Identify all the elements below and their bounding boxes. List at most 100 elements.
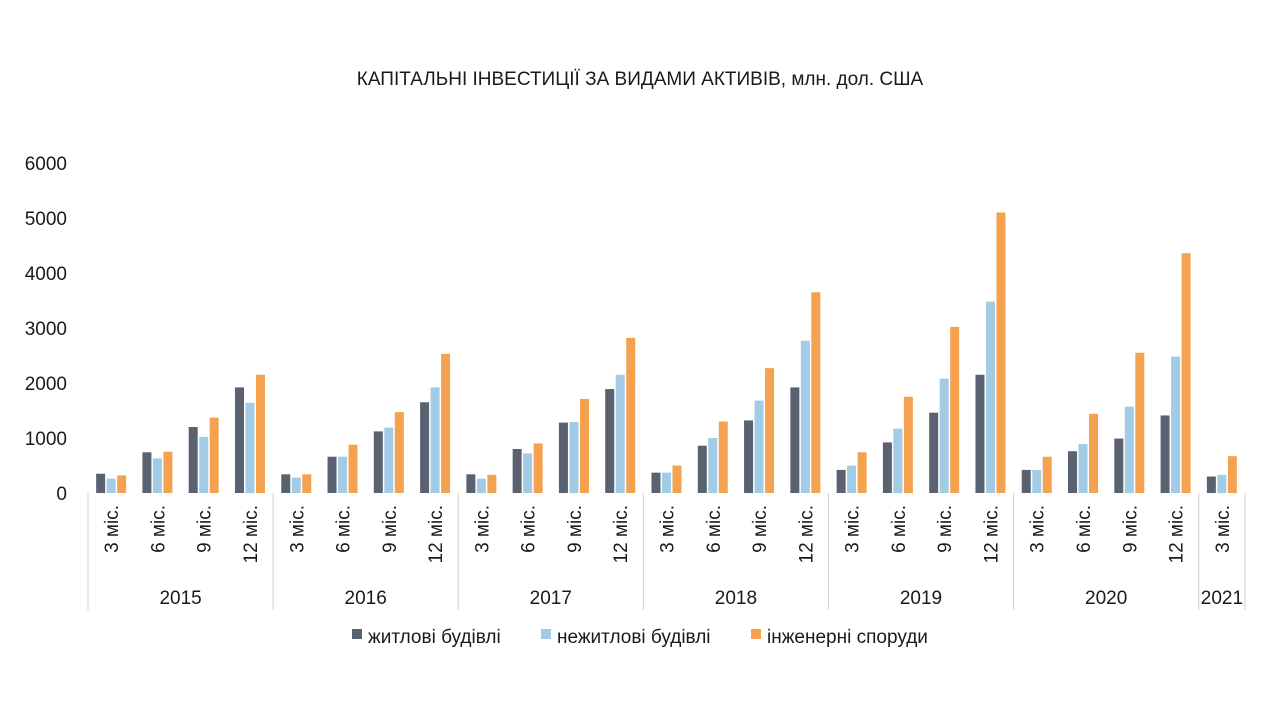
legend-swatch bbox=[352, 629, 362, 639]
x-category-label: 3 міс. bbox=[658, 505, 679, 553]
bar bbox=[394, 412, 404, 493]
x-category-label: 12 міс. bbox=[796, 505, 817, 563]
bar bbox=[487, 474, 497, 493]
x-category-label: 9 міс. bbox=[1120, 505, 1141, 553]
bar bbox=[255, 374, 265, 493]
bar bbox=[626, 337, 636, 493]
bar bbox=[903, 396, 913, 493]
bar bbox=[1160, 415, 1170, 493]
x-category-label: 3 міс. bbox=[843, 505, 864, 553]
bar bbox=[302, 474, 312, 493]
bar bbox=[1135, 352, 1145, 493]
bar bbox=[245, 402, 255, 493]
y-tick-label: 0 bbox=[56, 484, 67, 505]
bar bbox=[996, 212, 1006, 493]
bar bbox=[1089, 413, 1099, 493]
x-group-label: 2018 bbox=[715, 588, 757, 609]
bar bbox=[327, 456, 337, 493]
bar bbox=[209, 417, 219, 493]
bar bbox=[384, 427, 394, 493]
bar bbox=[291, 477, 301, 493]
bar bbox=[811, 292, 821, 493]
x-group-label: 2020 bbox=[1085, 588, 1127, 609]
chart-title: КАПІТАЛЬНІ ІНВЕСТИЦІЇ ЗА ВИДАМИ АКТИВІВ,… bbox=[357, 69, 924, 90]
bar bbox=[836, 469, 846, 493]
bar bbox=[533, 443, 543, 493]
bar bbox=[1124, 406, 1134, 493]
bar bbox=[765, 368, 775, 493]
y-tick-label: 5000 bbox=[25, 209, 67, 230]
bar bbox=[651, 472, 661, 493]
y-tick-label: 4000 bbox=[25, 264, 67, 285]
bar bbox=[96, 473, 106, 493]
legend-swatch bbox=[751, 629, 761, 639]
bar bbox=[1181, 253, 1191, 493]
bar bbox=[117, 475, 127, 493]
bar bbox=[754, 400, 764, 493]
bar bbox=[558, 422, 568, 493]
bar bbox=[1032, 469, 1042, 493]
x-axis: 3 міс. 6 міс. 9 міс. 12 міс. 3 міс. 6 міс. 9 м… bbox=[87, 493, 1246, 610]
bar bbox=[939, 378, 949, 493]
bar bbox=[281, 474, 291, 493]
bar bbox=[163, 451, 173, 493]
bar bbox=[1021, 469, 1031, 493]
bar bbox=[929, 412, 939, 493]
bar bbox=[950, 326, 960, 493]
bar bbox=[1068, 451, 1078, 493]
bar bbox=[106, 478, 116, 493]
y-tick-label: 2000 bbox=[25, 374, 67, 395]
bar bbox=[199, 436, 209, 493]
bar bbox=[579, 398, 589, 493]
bar bbox=[1114, 438, 1124, 493]
bar bbox=[1078, 444, 1088, 493]
bar bbox=[512, 449, 522, 493]
x-category-label: 3 міс. bbox=[472, 505, 493, 553]
bar bbox=[1227, 456, 1237, 493]
bar bbox=[466, 474, 476, 493]
legend: житлові будівлі нежитлові будівлі інженерн… bbox=[352, 627, 928, 648]
bar bbox=[1042, 456, 1052, 493]
y-tick-label: 6000 bbox=[25, 154, 67, 175]
x-group-label: 2017 bbox=[530, 588, 572, 609]
x-category-label: 9 міс. bbox=[380, 505, 401, 553]
bar bbox=[790, 387, 800, 493]
x-group-label: 2016 bbox=[345, 588, 387, 609]
x-category-label: 9 міс. bbox=[935, 505, 956, 553]
bar bbox=[441, 353, 451, 493]
y-tick-label: 1000 bbox=[25, 429, 67, 450]
bar bbox=[882, 442, 892, 493]
bar bbox=[476, 478, 486, 493]
bar bbox=[708, 438, 718, 493]
x-category-label: 6 міс. bbox=[889, 505, 910, 553]
x-group-label: 2015 bbox=[159, 588, 201, 609]
bar bbox=[893, 428, 903, 493]
bar bbox=[420, 402, 430, 493]
bar bbox=[744, 420, 754, 493]
x-category-label: 6 міс. bbox=[148, 505, 169, 553]
x-group-label: 2021 bbox=[1201, 588, 1243, 609]
x-category-label: 12 міс. bbox=[426, 505, 447, 563]
x-category-label: 6 міс. bbox=[1074, 505, 1095, 553]
bar bbox=[523, 453, 533, 493]
bar bbox=[672, 465, 682, 493]
x-category-label: 12 міс. bbox=[241, 505, 262, 563]
x-category-label: 3 міс. bbox=[102, 505, 123, 553]
legend-label: нежитлові будівлі bbox=[557, 627, 711, 648]
bar bbox=[718, 421, 728, 493]
bar bbox=[234, 387, 244, 493]
bar bbox=[569, 422, 579, 493]
x-category-label: 12 міс. bbox=[611, 505, 632, 563]
x-category-label: 9 міс. bbox=[750, 505, 771, 553]
x-category-label: 9 міс. bbox=[195, 505, 216, 553]
x-category-label: 3 міс. bbox=[1213, 505, 1234, 553]
x-category-label: 6 міс. bbox=[704, 505, 725, 553]
bar bbox=[348, 444, 358, 493]
bar bbox=[188, 427, 198, 493]
bar bbox=[605, 389, 615, 493]
bar bbox=[662, 472, 671, 493]
x-category-label: 12 міс. bbox=[1167, 505, 1188, 563]
legend-swatch bbox=[541, 629, 551, 639]
x-category-label: 3 міс. bbox=[287, 505, 308, 553]
